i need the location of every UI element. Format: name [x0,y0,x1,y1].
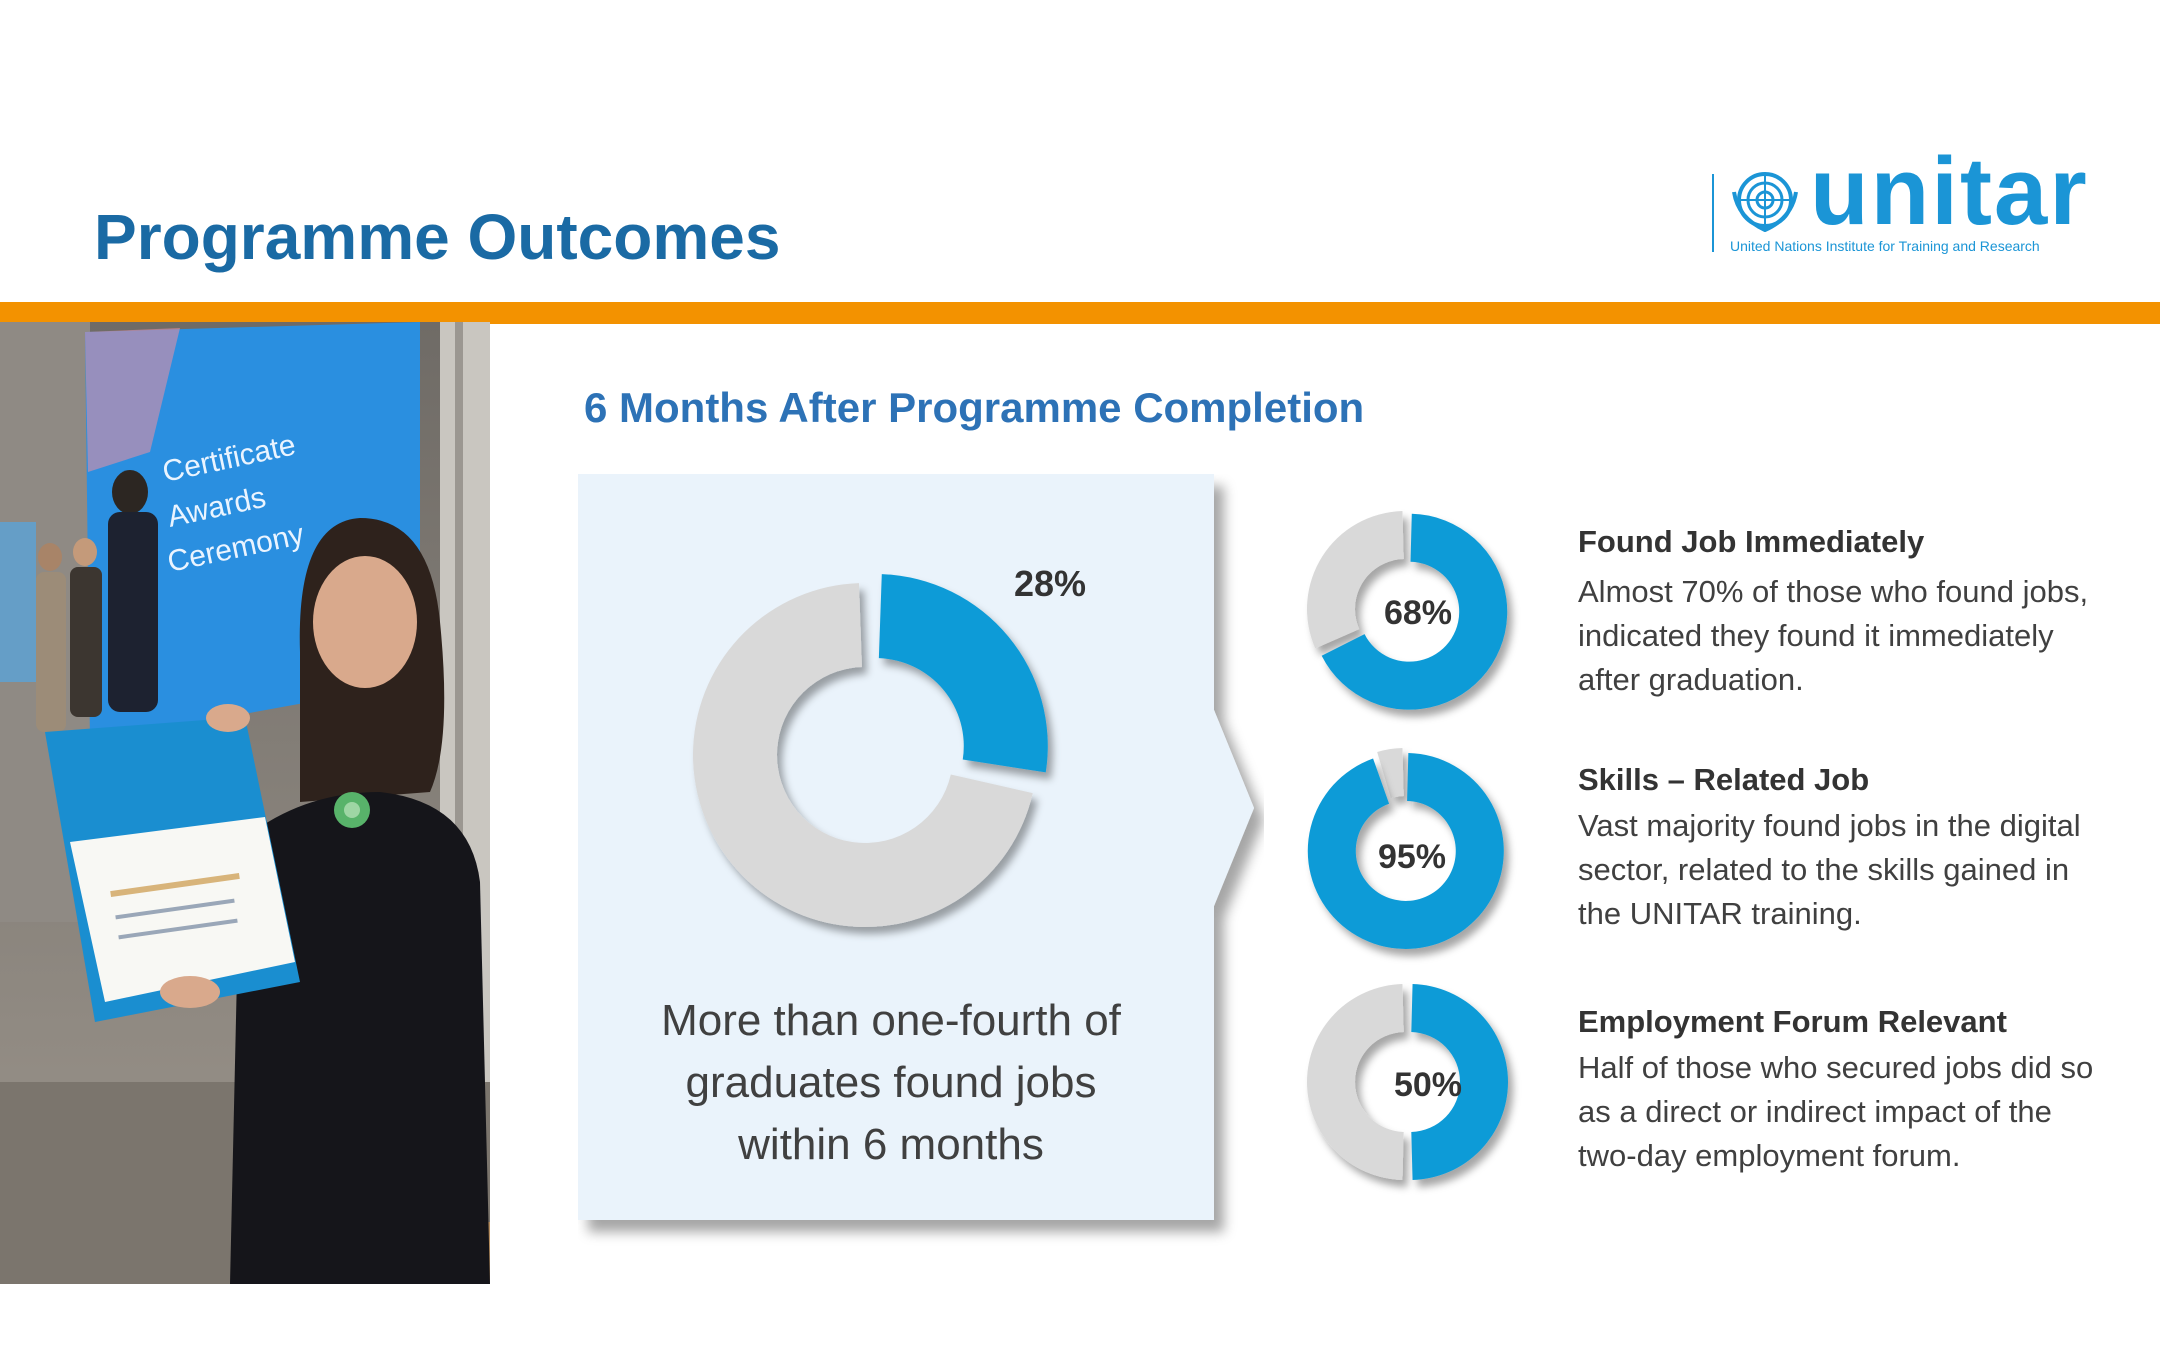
un-emblem-icon [1732,172,1798,232]
donut-found-job-remainder-segment [1307,511,1404,649]
stat-heading-skills-related: Skills – Related Job [1578,762,1870,797]
main-stat-caption: More than one-fourth of graduates found … [578,990,1204,1176]
stat-heading-forum-relevant: Employment Forum Relevant [1578,1004,2007,1039]
logo-wordmark: unitar [1810,138,2089,245]
section-subtitle: 6 Months After Programme Completion [584,384,1365,431]
caption-line-3: within 6 months [738,1120,1044,1169]
donut-skills-related-label: 95% [1378,838,1446,876]
page-title: Programme Outcomes [94,201,781,273]
stat-text-forum-relevant: Half of those who secured jobs did so as… [1578,1050,2094,1173]
stat-heading-found-job: Found Job Immediately [1578,524,1925,559]
caption-line-2: graduates found jobs [685,1058,1097,1107]
donut-forum-relevant-label: 50% [1394,1066,1462,1104]
unitar-logo: unitar United Nations Institute for Trai… [1712,144,2087,260]
caption-line-1: More than one-fourth of [661,996,1121,1045]
main-donut-remainder-segment [693,583,1033,927]
main-donut-chart: 28% [693,563,1086,927]
stat-text-found-job: Almost 70% of those who found jobs, indi… [1578,574,2089,697]
logo-tagline: United Nations Institute for Training an… [1730,238,2040,254]
stat-donut-found-job: 68% [1307,511,1508,710]
donut-found-job-value-segment [1321,513,1508,710]
main-donut-value-segment [878,574,1048,773]
donut-found-job-label: 68% [1384,594,1452,632]
logo-divider [1712,174,1714,252]
orange-divider [0,302,2160,324]
stat-donut-forum-relevant: 50% [1307,984,1508,1180]
stat-text-skills-related: Vast majority found jobs in the digital … [1578,808,2081,931]
donut-forum-relevant-value-segment [1411,984,1508,1180]
donut-skills-related-value-segment [1307,752,1504,949]
donut-forum-relevant-remainder-segment [1307,984,1404,1180]
ceremony-photo: Certificate Awards Ceremony [0,322,490,1284]
stat-donut-skills-related: 95% [1307,748,1504,949]
donut-skills-related-remainder-segment [1377,748,1404,799]
main-donut-label: 28% [1014,563,1086,604]
